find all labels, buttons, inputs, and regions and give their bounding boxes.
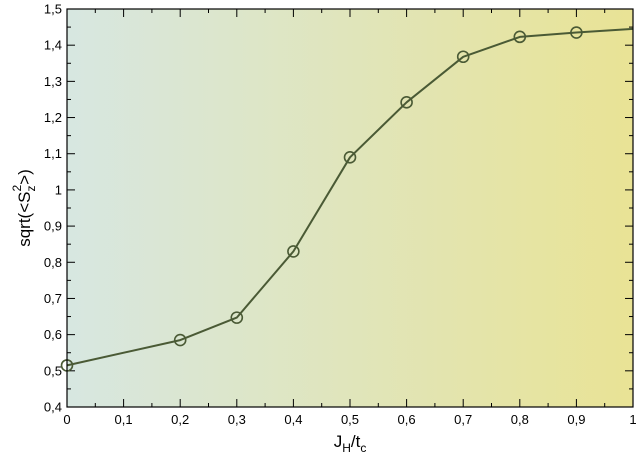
data-point xyxy=(173,333,187,347)
x-tick-label: 0,1 xyxy=(115,412,133,427)
x-axis-label: JH/tc xyxy=(334,432,367,455)
y-tick-label: 0,5 xyxy=(44,363,62,378)
x-tick-label: 0,5 xyxy=(341,412,359,427)
y-tick-label: 0,4 xyxy=(44,400,62,415)
data-point xyxy=(230,311,244,324)
y-tick-label: 1 xyxy=(55,182,62,197)
x-tick-label: 0,8 xyxy=(511,412,529,427)
x-tick-label: 0,9 xyxy=(567,412,585,427)
x-tick-label: 0,3 xyxy=(228,412,246,427)
data-point xyxy=(456,50,470,64)
y-tick-label: 0,6 xyxy=(44,327,62,342)
plot-background xyxy=(67,9,633,407)
x-tick-label: 0,7 xyxy=(454,412,472,427)
data-point xyxy=(400,96,413,109)
y-tick-label: 1,5 xyxy=(44,2,62,17)
data-point xyxy=(343,151,357,164)
y-axis-label: sqrt(<Sz2>) xyxy=(10,169,38,247)
x-tick-label: 0,2 xyxy=(171,412,189,427)
y-tick-label: 1,1 xyxy=(44,146,62,161)
series-line xyxy=(66,27,634,367)
y-tick-label: 1,3 xyxy=(44,74,62,89)
y-tick-label: 0,9 xyxy=(44,219,62,234)
data-point xyxy=(513,30,527,44)
data-point xyxy=(287,245,300,258)
x-tick-label: 0,4 xyxy=(284,412,302,427)
y-tick-label: 0,7 xyxy=(44,291,62,306)
x-tick-label: 0,6 xyxy=(398,412,416,427)
plot-frame xyxy=(66,8,634,408)
y-tick-label: 1,4 xyxy=(44,38,62,53)
x-tick-label: 1 xyxy=(629,412,636,427)
y-tick-label: 0,8 xyxy=(44,255,62,270)
x-tick-label: 0 xyxy=(63,412,70,427)
y-tick-label: 1,2 xyxy=(44,110,62,125)
data-point xyxy=(570,26,583,39)
